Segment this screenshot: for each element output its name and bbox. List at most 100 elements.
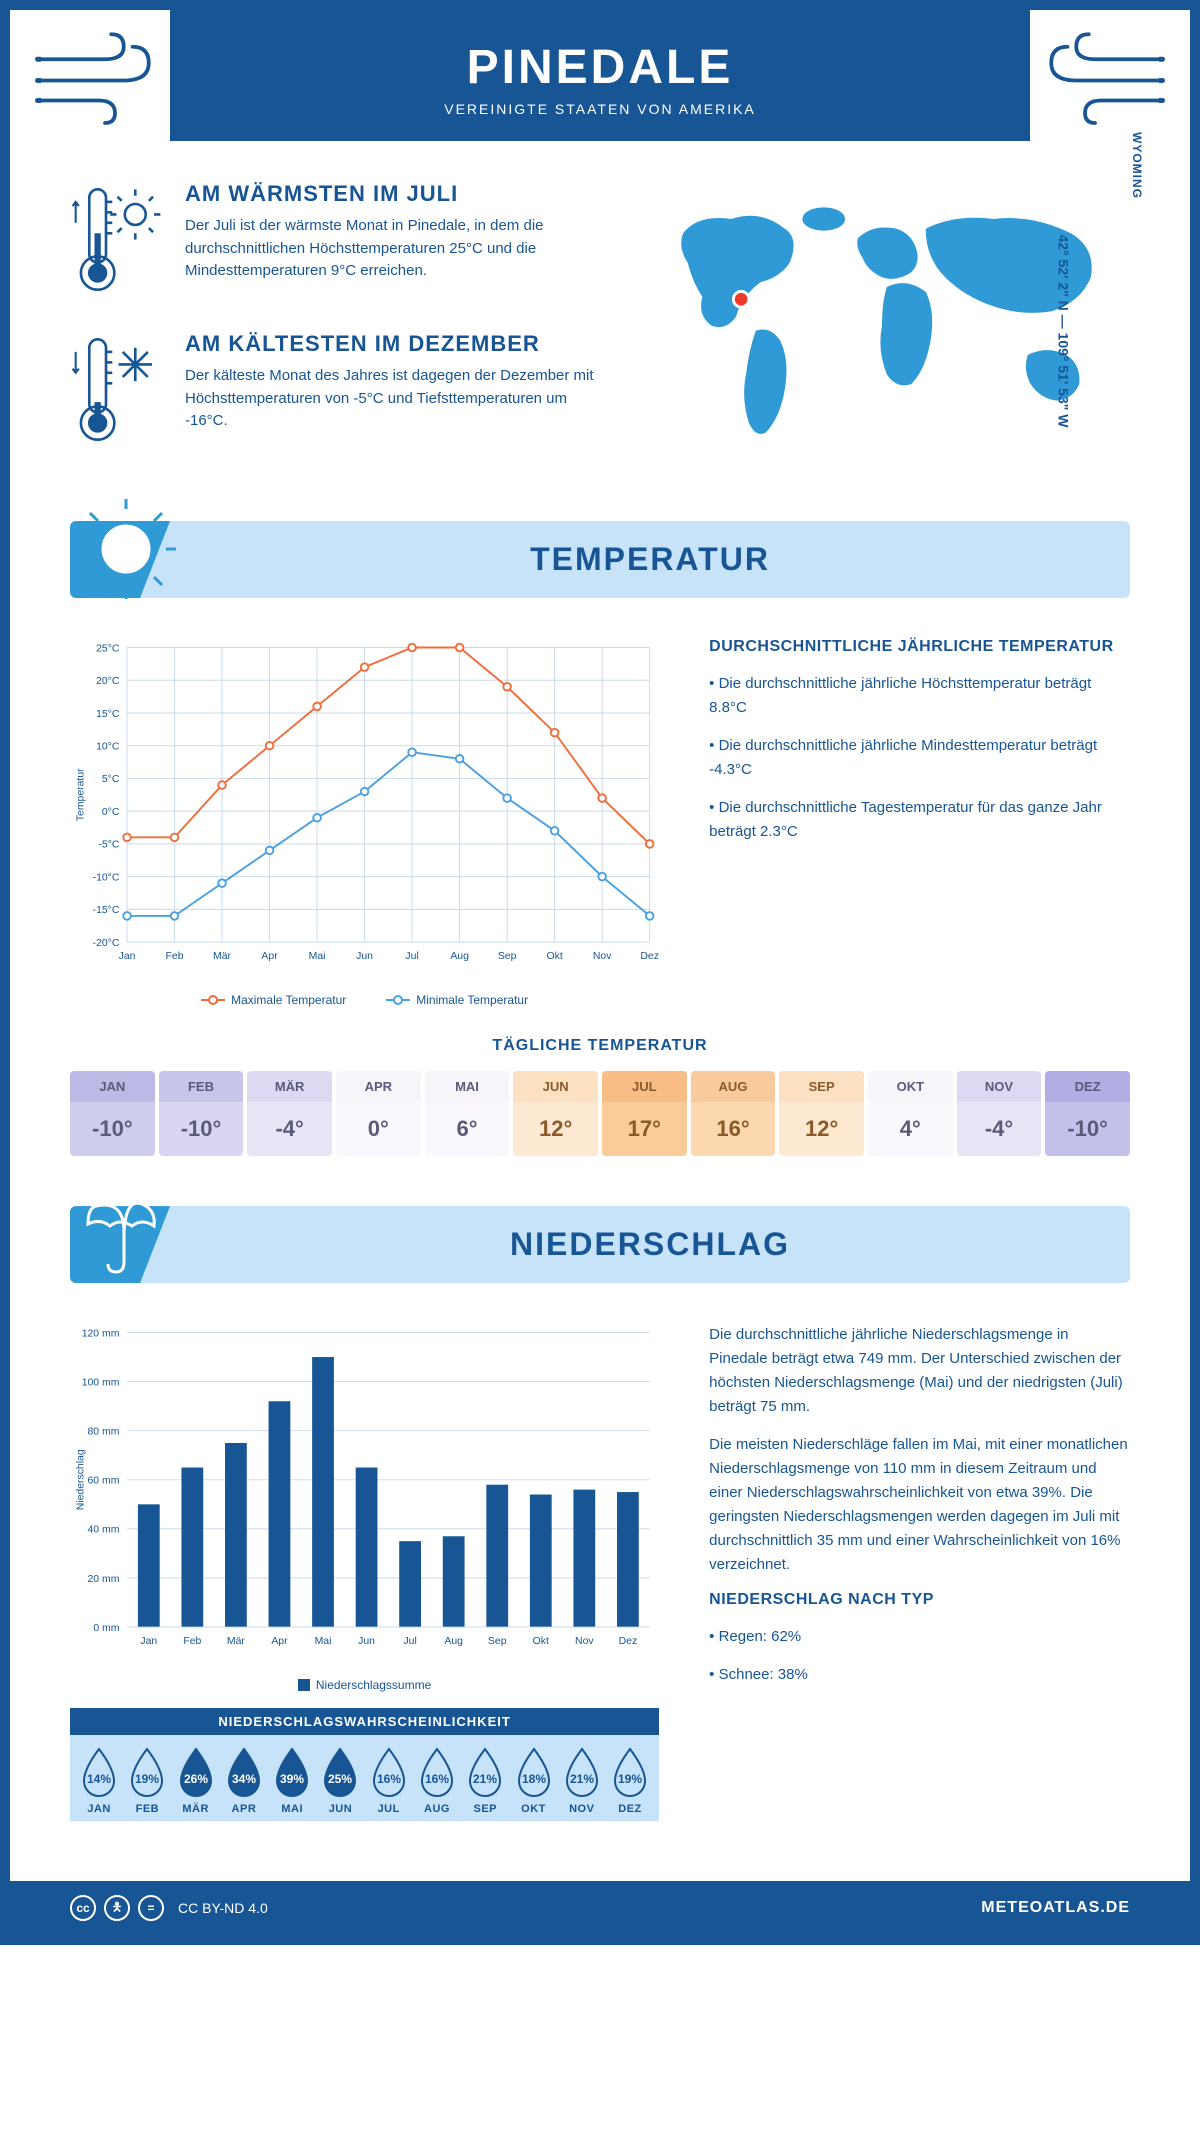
temperature-legend: Maximale Temperatur Minimale Temperatur	[70, 993, 659, 1007]
sun-icon	[76, 499, 176, 599]
svg-text:80 mm: 80 mm	[88, 1427, 120, 1438]
daily-cell: SEP 12°	[779, 1071, 864, 1156]
wind-icon	[1020, 28, 1170, 128]
legend-min-label: Minimale Temperatur	[416, 993, 528, 1007]
drop-cell: 39% MAI	[269, 1745, 315, 1815]
region-label: WYOMING	[1130, 132, 1144, 199]
svg-text:Jan: Jan	[140, 1636, 157, 1647]
cold-title: AM KÄLTESTEN IM DEZEMBER	[185, 331, 604, 357]
svg-text:26%: 26%	[184, 1772, 208, 1786]
temperature-line-chart: -20°C-15°C-10°C-5°C0°C5°C10°C15°C20°C25°…	[70, 638, 659, 980]
svg-text:21%: 21%	[473, 1772, 497, 1786]
by-icon: 🯅	[104, 1895, 130, 1921]
legend-max-label: Maximale Temperatur	[231, 993, 346, 1007]
precip-bytype-list: • Regen: 62%• Schnee: 38%	[709, 1625, 1130, 1687]
nd-icon: =	[138, 1895, 164, 1921]
warm-title: AM WÄRMSTEN IM JULI	[185, 181, 604, 207]
svg-text:Mär: Mär	[227, 1636, 245, 1647]
precipitation-heading: NIEDERSCHLAG	[190, 1226, 1110, 1263]
temperature-heading: TEMPERATUR	[190, 541, 1110, 578]
svg-text:Nov: Nov	[593, 951, 612, 962]
drop-cell: 16% AUG	[414, 1745, 460, 1815]
drop-cell: 14% JAN	[76, 1745, 122, 1815]
drop-cell: 19% DEZ	[607, 1745, 653, 1815]
intro-section: AM WÄRMSTEN IM JULI Der Juli ist der wär…	[70, 181, 1130, 481]
svg-text:19%: 19%	[135, 1772, 159, 1786]
temp-summary-list: • Die durchschnittliche jährliche Höchst…	[709, 672, 1130, 844]
svg-text:Nov: Nov	[575, 1636, 594, 1647]
svg-text:21%: 21%	[570, 1772, 594, 1786]
precip-prob-title: NIEDERSCHLAGSWAHRSCHEINLICHKEIT	[70, 1708, 659, 1735]
svg-text:Temperatur: Temperatur	[75, 768, 86, 821]
svg-text:Jan: Jan	[119, 951, 136, 962]
svg-text:Okt: Okt	[547, 951, 563, 962]
svg-text:5°C: 5°C	[102, 774, 120, 785]
city-title: PINEDALE	[190, 40, 1010, 95]
daily-temp-grid: JAN -10° FEB -10° MÄR -4° APR 0° MAI 6° …	[70, 1071, 1130, 1156]
daily-cell: JUL 17°	[602, 1071, 687, 1156]
svg-text:Apr: Apr	[261, 951, 278, 962]
svg-text:Feb: Feb	[183, 1636, 201, 1647]
daily-temp-title: TÄGLICHE TEMPERATUR	[70, 1037, 1130, 1055]
svg-text:Dez: Dez	[640, 951, 659, 962]
cold-text: Der kälteste Monat des Jahres ist dagege…	[185, 365, 604, 433]
svg-text:-10°C: -10°C	[93, 872, 120, 883]
daily-cell: DEZ -10°	[1045, 1071, 1130, 1156]
svg-text:34%: 34%	[232, 1772, 256, 1786]
svg-text:20°C: 20°C	[96, 676, 120, 687]
svg-text:-15°C: -15°C	[93, 905, 120, 916]
drop-cell: 21% NOV	[559, 1745, 605, 1815]
drop-cell: 25% JUN	[317, 1745, 363, 1815]
svg-text:Okt: Okt	[533, 1636, 549, 1647]
warm-text: Der Juli ist der wärmste Monat in Pineda…	[185, 215, 604, 283]
license-text: CC BY-ND 4.0	[178, 1900, 268, 1916]
svg-text:0 mm: 0 mm	[93, 1623, 119, 1634]
daily-cell: JAN -10°	[70, 1071, 155, 1156]
svg-text:Apr: Apr	[271, 1636, 288, 1647]
country-subtitle: VEREINIGTE STAATEN VON AMERIKA	[190, 101, 1010, 117]
svg-text:Mai: Mai	[315, 1636, 332, 1647]
svg-text:20 mm: 20 mm	[88, 1574, 120, 1585]
svg-text:15°C: 15°C	[96, 709, 120, 720]
daily-cell: OKT 4°	[868, 1071, 953, 1156]
precip-bytype-title: NIEDERSCHLAG NACH TYP	[709, 1591, 1130, 1609]
svg-text:10°C: 10°C	[96, 741, 120, 752]
svg-text:-5°C: -5°C	[98, 840, 119, 851]
svg-text:14%: 14%	[87, 1772, 111, 1786]
svg-text:Niederschlag: Niederschlag	[75, 1449, 86, 1510]
daily-cell: APR 0°	[336, 1071, 421, 1156]
header: PINEDALE VEREINIGTE STAATEN VON AMERIKA	[170, 10, 1030, 141]
footer: cc 🯅 = CC BY-ND 4.0 METEOATLAS.DE	[10, 1881, 1190, 1935]
svg-text:Mär: Mär	[213, 951, 231, 962]
precip-probability: NIEDERSCHLAGSWAHRSCHEINLICHKEIT 14% JAN …	[70, 1708, 659, 1821]
svg-text:19%: 19%	[618, 1772, 642, 1786]
thermometer-snow-icon	[70, 331, 165, 451]
daily-cell: MÄR -4°	[247, 1071, 332, 1156]
precipitation-bar-chart: 0 mm20 mm40 mm60 mm80 mm100 mm120 mmJanF…	[70, 1323, 659, 1665]
daily-cell: FEB -10°	[159, 1071, 244, 1156]
svg-text:0°C: 0°C	[102, 807, 120, 818]
temp-summary-title: DURCHSCHNITTLICHE JÄHRLICHE TEMPERATUR	[709, 638, 1130, 656]
daily-cell: AUG 16°	[691, 1071, 776, 1156]
svg-text:Feb: Feb	[166, 951, 184, 962]
svg-text:40 mm: 40 mm	[88, 1525, 120, 1536]
cc-icon: cc	[70, 1895, 96, 1921]
location-marker	[734, 291, 750, 307]
legend-precip-label: Niederschlagssumme	[316, 1678, 431, 1692]
svg-text:Jul: Jul	[405, 951, 418, 962]
svg-text:100 mm: 100 mm	[82, 1377, 120, 1388]
svg-text:Mai: Mai	[309, 951, 326, 962]
svg-text:Dez: Dez	[619, 1636, 638, 1647]
svg-text:Sep: Sep	[488, 1636, 507, 1647]
svg-text:25%: 25%	[328, 1772, 352, 1786]
svg-text:Jun: Jun	[358, 1636, 375, 1647]
thermometer-sun-icon	[70, 181, 165, 301]
svg-text:Aug: Aug	[450, 951, 469, 962]
daily-cell: NOV -4°	[957, 1071, 1042, 1156]
wind-icon	[30, 28, 180, 128]
coords-label: 42° 52' 2" N — 109° 51' 53" W	[1055, 234, 1071, 427]
site-name: METEOATLAS.DE	[981, 1899, 1130, 1917]
precip-description: Die durchschnittliche jährliche Niedersc…	[709, 1323, 1130, 1577]
infographic: PINEDALE VEREINIGTE STAATEN VON AMERIKA …	[0, 0, 1200, 1945]
drop-cell: 21% SEP	[462, 1745, 508, 1815]
